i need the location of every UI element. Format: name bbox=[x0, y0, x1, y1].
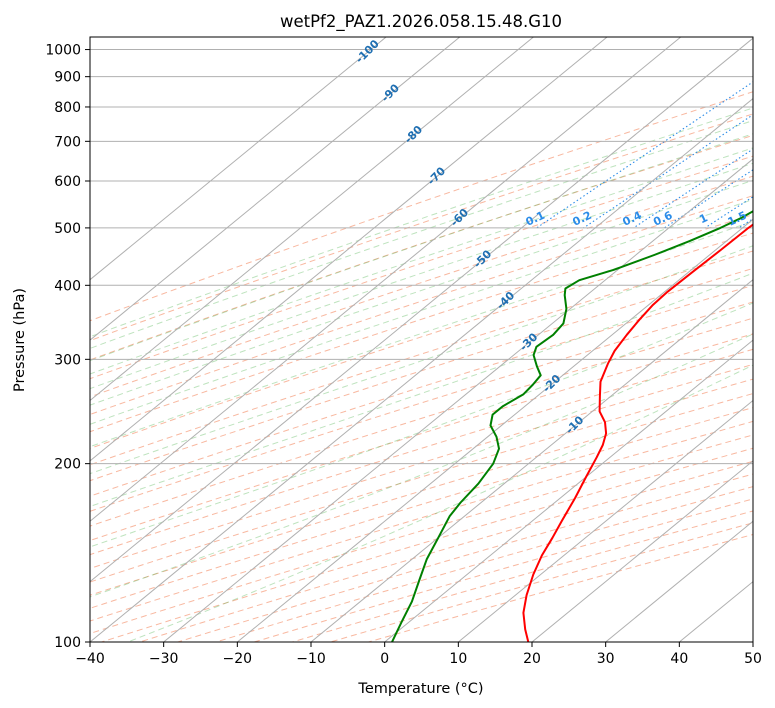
y-axis-title: Pressure (hPa) bbox=[12, 288, 28, 392]
x-tick-label: 0 bbox=[380, 651, 389, 667]
chart-title: wetPf2_PAZ1.2026.058.15.48.G10 bbox=[280, 12, 562, 32]
x-tick-label: 40 bbox=[670, 651, 688, 667]
x-axis-title: Temperature (°C) bbox=[357, 681, 483, 697]
y-tick-label: 800 bbox=[54, 100, 81, 116]
y-tick-label: 900 bbox=[54, 70, 81, 86]
x-tick-label: 20 bbox=[523, 651, 541, 667]
y-tick-label: 300 bbox=[54, 352, 81, 368]
x-tick-label: −30 bbox=[149, 651, 179, 667]
y-tick-label: 1000 bbox=[45, 43, 81, 59]
y-tick-label: 100 bbox=[54, 635, 81, 651]
x-tick-label: 10 bbox=[449, 651, 467, 667]
y-tick-label: 200 bbox=[54, 457, 81, 473]
y-tick-label: 500 bbox=[54, 221, 81, 237]
y-tick-label: 700 bbox=[54, 134, 81, 150]
y-tick-label: 600 bbox=[54, 174, 81, 190]
x-tick-label: −20 bbox=[223, 651, 253, 667]
x-tick-label: −10 bbox=[296, 651, 326, 667]
x-tick-label: −40 bbox=[75, 651, 105, 667]
y-tick-label: 400 bbox=[54, 278, 81, 294]
x-tick-label: 50 bbox=[744, 651, 762, 667]
x-tick-label: 30 bbox=[597, 651, 615, 667]
